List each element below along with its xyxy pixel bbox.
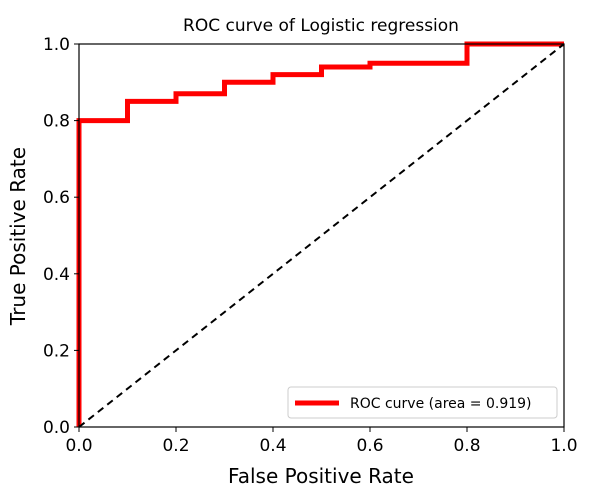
legend-label-roc-curve: ROC curve (area = 0.919) <box>350 396 532 412</box>
y-tick-label: 0.4 <box>43 265 70 285</box>
y-tick-label: 0.6 <box>43 188 70 208</box>
y-axis-ticks: 0.0 0.2 0.4 0.6 0.8 1.0 <box>43 35 79 438</box>
chance-diagonal-line <box>78 43 565 428</box>
roc-curve-line <box>76 41 564 427</box>
y-tick-label: 0.0 <box>43 418 70 438</box>
x-tick-label: 0.8 <box>453 436 480 456</box>
x-axis-ticks: 0.0 0.2 0.4 0.6 0.8 1.0 <box>65 427 578 456</box>
plot-frame <box>78 43 565 428</box>
legend: ROC curve (area = 0.919) <box>287 386 558 419</box>
chart-title: ROC curve of Logistic regression <box>183 16 459 36</box>
y-tick-label: 1.0 <box>43 35 70 55</box>
y-tick-label: 0.8 <box>43 112 70 132</box>
x-tick-label: 0.2 <box>162 436 189 456</box>
y-axis-label: True Positive Rate <box>6 147 30 326</box>
x-tick-label: 0.6 <box>356 436 383 456</box>
legend-box <box>287 386 558 419</box>
y-tick-label: 0.2 <box>43 341 70 361</box>
x-axis-label: False Positive Rate <box>228 464 414 488</box>
x-tick-label: 1.0 <box>550 436 577 456</box>
x-tick-label: 0.0 <box>65 436 92 456</box>
series-layer <box>76 41 565 428</box>
x-tick-label: 0.4 <box>259 436 286 456</box>
